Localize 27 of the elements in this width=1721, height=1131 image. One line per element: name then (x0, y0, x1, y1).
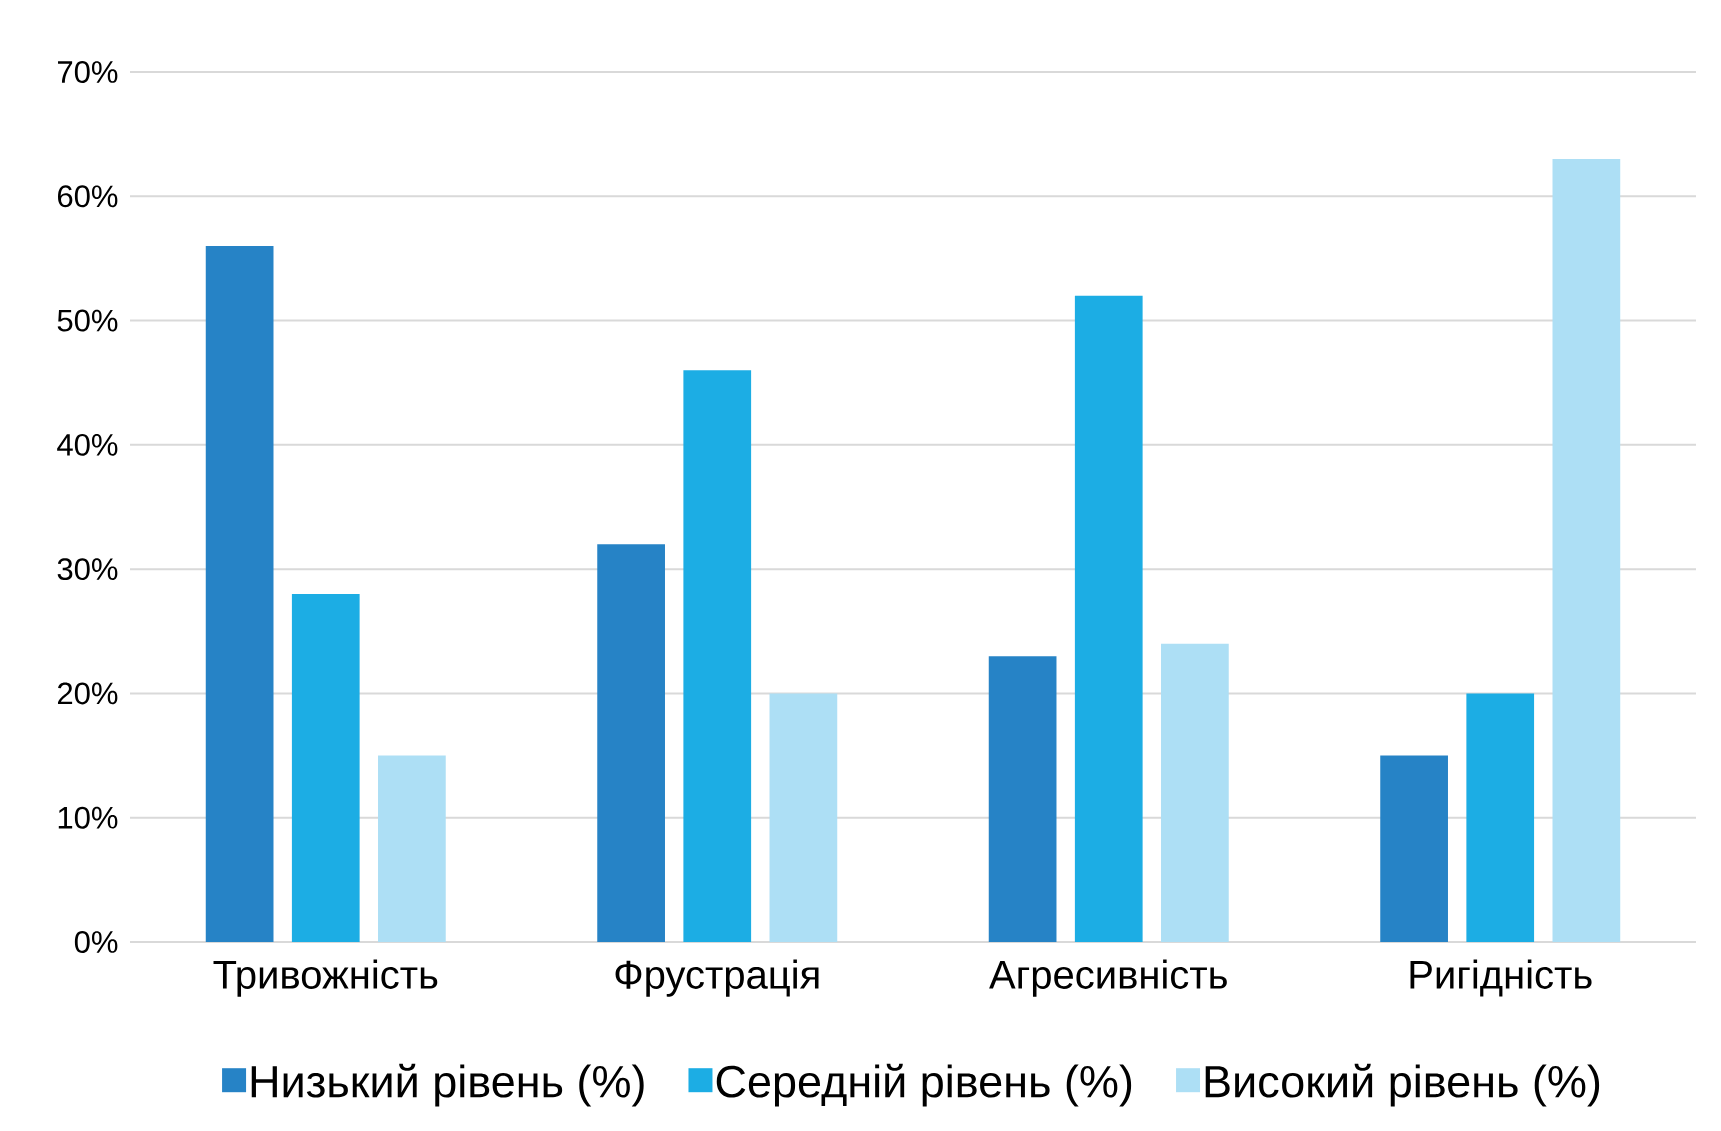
legend-label: Низький рівень (%) (251, 1063, 644, 1107)
bar (1161, 643, 1229, 942)
bar (769, 693, 838, 942)
legend-label: Високий рівень (%) (1205, 1063, 1600, 1107)
y-tick-label: 30% (57, 558, 118, 581)
legend-label: Середній рівень (%) (716, 1063, 1132, 1107)
bar (291, 594, 360, 942)
bar (378, 755, 446, 942)
y-tick-label: 50% (57, 309, 118, 332)
bar (988, 656, 1057, 942)
y-tick-label: 60% (58, 185, 118, 208)
y-tick-label: 0% (74, 931, 118, 953)
x-tick-label: Тривожність (213, 959, 438, 997)
y-tick-label: 20% (57, 682, 118, 705)
y-tick-label: 40% (57, 433, 118, 456)
bar (1074, 295, 1143, 942)
bar (683, 370, 752, 942)
bar (1552, 159, 1621, 942)
bar (597, 544, 665, 942)
bar (1380, 755, 1448, 942)
x-tick-label: Ригідність (1410, 959, 1592, 997)
x-tick-label: Агресивність (989, 959, 1227, 997)
bar (205, 246, 274, 942)
y-tick-label: 10% (58, 806, 118, 829)
y-tick-label: 70% (58, 61, 118, 83)
x-tick-label: Фрустрація (615, 959, 819, 997)
bar (1466, 693, 1535, 942)
